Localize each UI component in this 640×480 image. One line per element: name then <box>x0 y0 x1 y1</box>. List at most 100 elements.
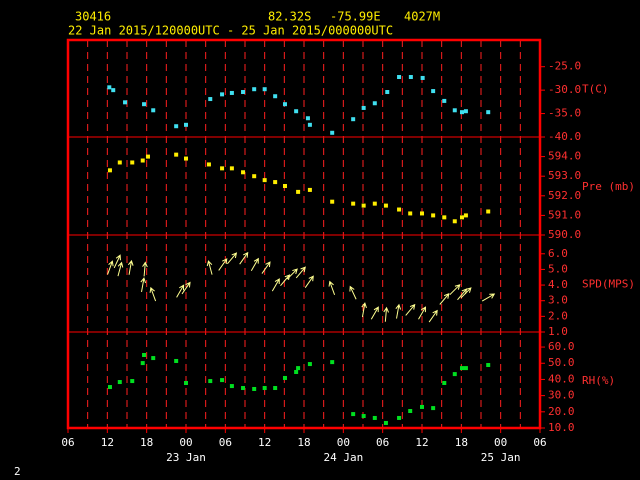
y-tick-label: 3.0 <box>548 294 568 307</box>
data-point <box>307 187 312 192</box>
x-tick-label: 12 <box>101 436 114 449</box>
date-label: 23 Jan <box>166 451 206 464</box>
data-point <box>241 90 246 95</box>
wind-arrow <box>349 285 357 300</box>
data-point <box>145 154 150 159</box>
x-tick-label: 12 <box>258 436 271 449</box>
data-point <box>361 414 366 419</box>
data-point <box>486 110 491 115</box>
wind-arrow <box>218 258 228 271</box>
data-point <box>282 184 287 188</box>
data-point <box>282 375 287 380</box>
data-point <box>420 211 424 216</box>
data-point <box>431 213 436 218</box>
period: 22 Jan 2015/120000UTC - 25 Jan 2015/0000… <box>68 24 393 38</box>
data-point <box>184 380 188 385</box>
data-point <box>397 415 402 420</box>
wind-arrow <box>481 293 496 302</box>
y-tick-label: -35.0 <box>548 107 581 120</box>
data-point <box>452 372 457 377</box>
data-point <box>174 124 179 129</box>
data-point <box>130 160 135 165</box>
data-point <box>408 75 413 80</box>
x-tick-label: 18 <box>297 436 310 449</box>
data-point <box>361 105 366 110</box>
wind-arrow <box>295 266 306 279</box>
y-tick-label: 592.0 <box>548 189 581 202</box>
data-point <box>184 122 188 127</box>
data-point <box>262 87 267 92</box>
date-label: 24 Jan <box>323 451 363 464</box>
wind-arrow <box>176 284 185 298</box>
y-tick-label: 590.0 <box>548 228 581 241</box>
x-tick-label: 00 <box>337 436 350 449</box>
x-tick-label: 00 <box>179 436 192 449</box>
wind-arrow <box>239 251 249 265</box>
data-point <box>486 363 491 368</box>
wind-arrow <box>271 278 280 292</box>
wind-arrow <box>439 292 450 305</box>
data-point <box>397 207 402 212</box>
data-point <box>296 189 301 194</box>
data-point <box>330 199 335 204</box>
wind-arrow <box>140 277 147 293</box>
data-point <box>140 158 145 163</box>
wind-arrow <box>227 252 238 265</box>
data-point <box>252 174 257 179</box>
data-point <box>383 203 388 208</box>
elevation: 4027M <box>404 10 440 24</box>
data-point <box>372 101 377 106</box>
data-point <box>408 211 413 216</box>
y-tick-label: -25.0 <box>548 60 581 73</box>
longitude: -75.99E <box>330 10 381 24</box>
wind-arrow <box>107 260 114 275</box>
x-tick-label: 06 <box>61 436 74 449</box>
wind-arrow <box>127 259 134 275</box>
wind-arrow <box>181 281 191 295</box>
wind-arrow <box>449 284 461 296</box>
data-point <box>294 109 299 114</box>
data-point <box>330 130 335 135</box>
y-tick-label: -40.0 <box>548 130 581 143</box>
data-point <box>459 110 464 115</box>
data-point <box>241 170 246 175</box>
y-tick-label: -30.0 <box>548 83 581 96</box>
y-tick-label: 594.0 <box>548 150 581 163</box>
wind-arrow <box>405 303 416 316</box>
plot-frame <box>66 38 542 430</box>
data-point <box>351 117 356 122</box>
data-point <box>262 386 267 391</box>
y-tick-label: 593.0 <box>548 169 581 182</box>
data-point <box>229 166 234 171</box>
data-point <box>452 219 457 224</box>
y-tick-label: 60.0 <box>548 340 575 353</box>
wind-arrow <box>428 309 438 323</box>
wind-arrow <box>370 306 379 320</box>
station-id: 30416 <box>75 10 111 24</box>
wind-arrow <box>304 275 314 288</box>
data-point <box>431 406 436 411</box>
y-tick-label: 6.0 <box>548 247 568 260</box>
data-point <box>151 356 156 361</box>
data-point <box>431 89 436 94</box>
x-tick-label: 06 <box>376 436 389 449</box>
data-point <box>174 152 179 157</box>
y-tick-label: 591.0 <box>548 208 581 221</box>
data-point <box>459 215 464 220</box>
y-tick-label: 2.0 <box>548 309 568 322</box>
x-tick-label: 18 <box>455 436 468 449</box>
data-point <box>459 366 464 371</box>
data-point <box>296 366 301 371</box>
data-point <box>282 102 287 107</box>
data-point <box>220 166 225 171</box>
data-point <box>117 380 122 385</box>
y-axis-label: Pre (mb) <box>582 180 635 193</box>
data-point <box>142 102 147 107</box>
wind-arrow <box>395 303 402 319</box>
data-point <box>397 75 402 80</box>
data-point <box>351 201 356 206</box>
data-point <box>351 412 356 417</box>
data-point <box>252 87 257 92</box>
y-tick-label: 1.0 <box>548 325 568 338</box>
